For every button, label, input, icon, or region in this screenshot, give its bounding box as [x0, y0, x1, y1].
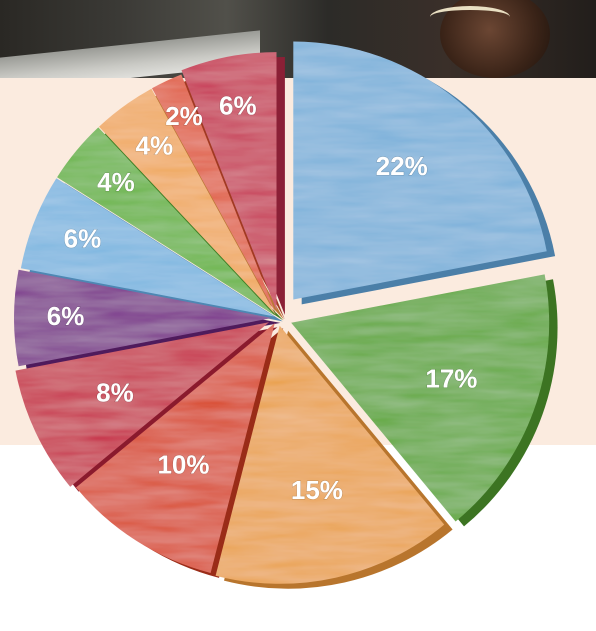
pie-slice-9: [99, 88, 276, 315]
pie-slice-10: [152, 74, 277, 315]
pie-slice-tops: [14, 41, 550, 584]
pie-slice-3: [215, 325, 445, 584]
pie-slice-11: [181, 52, 277, 311]
pie-slice-labels: 22%17%15%10%8%6%6%4%4%2% 6%: [46, 90, 478, 506]
pie-slice-label-2: 17%: [425, 363, 477, 393]
pie-slice-label-3: 15%: [291, 475, 343, 505]
pie-slice-label-1: 22%: [376, 151, 428, 181]
background-photo-headband: [430, 6, 510, 28]
pie-slice-1: [293, 41, 547, 300]
pie-slice-label-9: 4%: [136, 131, 174, 161]
pie-slice-6: [14, 269, 272, 367]
pie-slice-label-8: 4%: [97, 167, 135, 197]
pie-slice-label-11: 6%: [219, 90, 257, 120]
pie-slice-label-5: 8%: [96, 378, 134, 408]
pie-slice-5: [15, 322, 269, 487]
pie-slice-label-6: 6%: [47, 301, 85, 331]
pie-slice-label-7: 6%: [64, 223, 102, 253]
pie-slice-4: [76, 323, 275, 573]
pie-slice-2: [291, 274, 550, 522]
pie-slice-7: [20, 178, 275, 317]
pie-slice-8: [57, 127, 275, 316]
pie-slice-label-4: 10%: [157, 450, 209, 480]
pie-slice-label-10: 2%: [165, 101, 203, 131]
